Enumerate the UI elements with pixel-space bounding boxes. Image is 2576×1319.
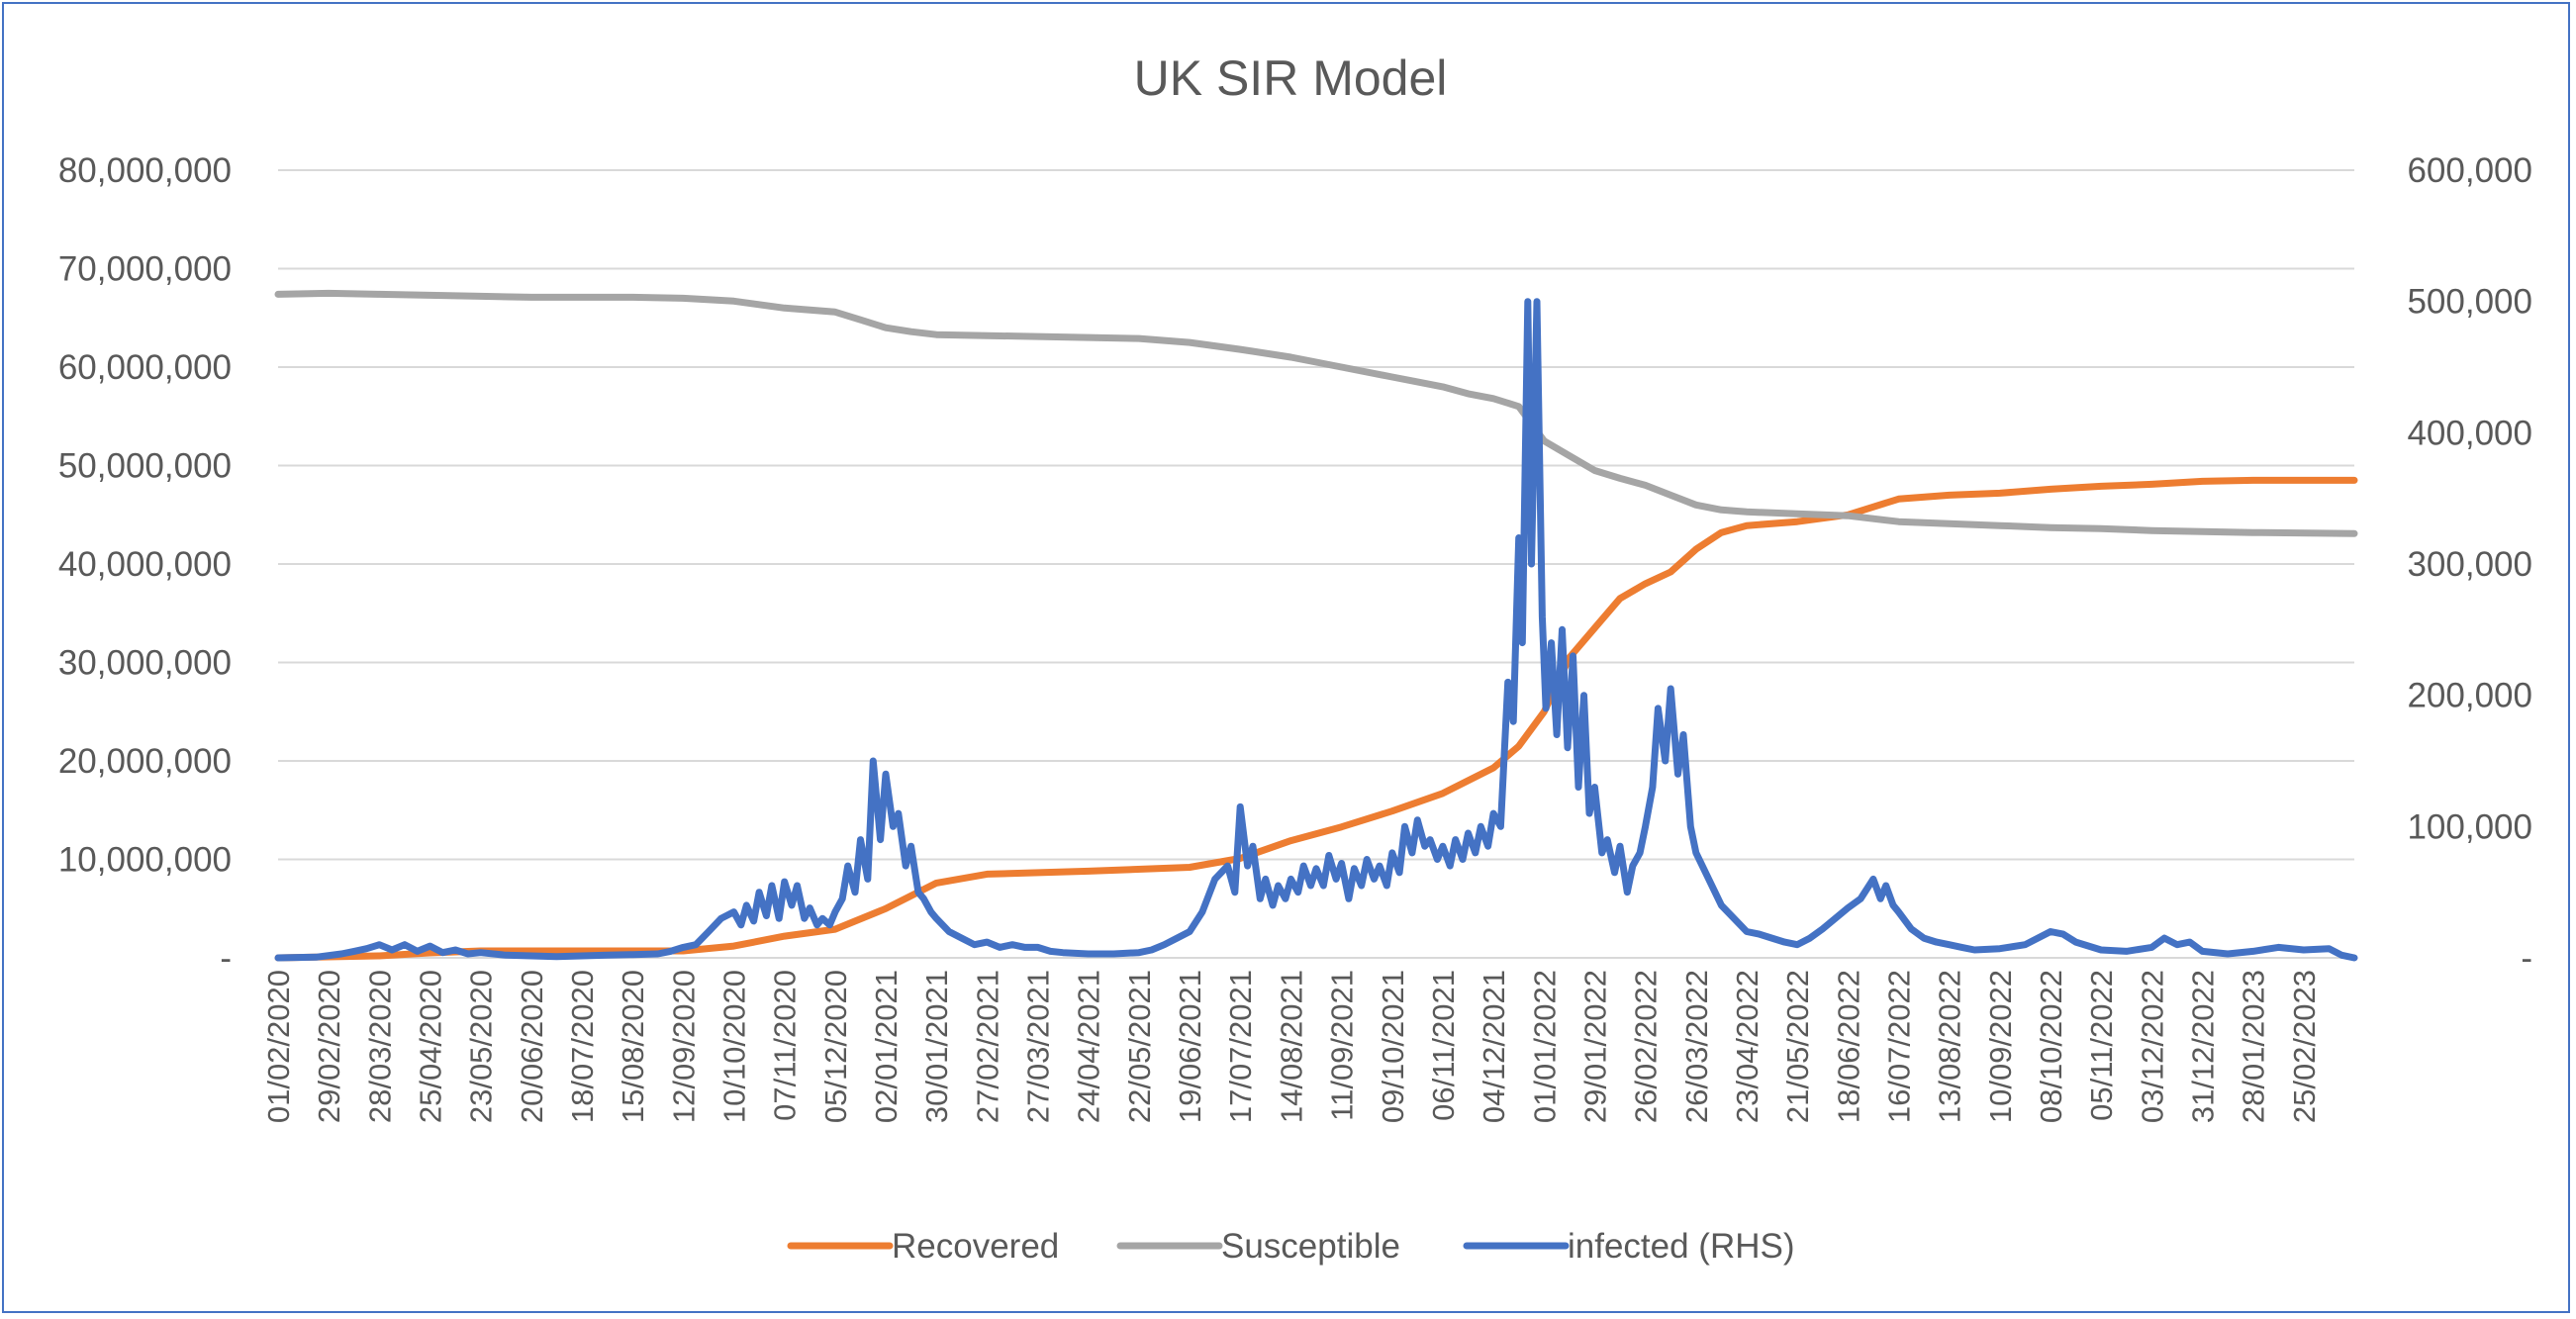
- x-tick-label: 17/07/2021: [1223, 970, 1258, 1123]
- left-y-tick-label: -: [220, 939, 232, 978]
- series-lines: [274, 289, 2358, 962]
- x-axis: 01/02/2020 29/02/2020 28/03/2020 25/04/2020…: [261, 957, 2354, 1123]
- right-y-tick-label: 200,000: [2407, 677, 2532, 715]
- x-tick-label: 09/10/2021: [1376, 970, 1410, 1123]
- legend-label: Susceptible: [1221, 1227, 1400, 1266]
- x-tick-label: 13/08/2022: [1933, 970, 1967, 1123]
- x-tick-label: 27/03/2021: [1021, 970, 1056, 1123]
- x-tick-label: 03/12/2022: [2135, 970, 2169, 1123]
- x-tick-label: 01/02/2020: [261, 970, 296, 1123]
- legend-label: Recovered: [892, 1227, 1059, 1266]
- legend: Recovered Susceptible infected (RHS): [787, 1227, 1795, 1266]
- x-tick-label: 23/04/2022: [1730, 970, 1765, 1123]
- x-tick-label: 05/12/2020: [818, 970, 853, 1123]
- x-tick-label: 25/02/2023: [2287, 970, 2322, 1123]
- series-line-susceptible: [274, 289, 2358, 537]
- left-y-axis: - 10,000,000 20,000,000 30,000,000 40,000,00…: [58, 151, 232, 978]
- x-tick-label: 15/08/2020: [616, 970, 650, 1123]
- chart: UK SIR Model - 10,000,000 20,000,000 30,000…: [58, 50, 2532, 1266]
- right-y-tick-label: 400,000: [2407, 414, 2532, 452]
- left-y-tick-label: 20,000,000: [58, 742, 232, 781]
- x-tick-label: 16/07/2022: [1881, 970, 1916, 1123]
- right-y-tick-label: 500,000: [2407, 283, 2532, 322]
- left-y-tick-label: 80,000,000: [58, 151, 232, 190]
- right-y-tick-label: 600,000: [2407, 151, 2532, 190]
- x-tick-label: 29/02/2020: [312, 970, 346, 1123]
- x-tick-label: 07/11/2020: [768, 970, 803, 1121]
- x-tick-label: 10/09/2022: [1983, 970, 2018, 1123]
- left-y-tick-label: 40,000,000: [58, 545, 232, 584]
- x-tick-label: 30/01/2021: [919, 970, 954, 1123]
- x-tick-label: 10/10/2020: [717, 970, 752, 1123]
- x-tick-label: 02/01/2021: [869, 970, 904, 1123]
- x-tick-label: 01/01/2022: [1527, 970, 1562, 1123]
- x-tick-label: 26/03/2022: [1679, 970, 1714, 1123]
- x-tick-label: 27/02/2021: [970, 970, 1004, 1123]
- x-tick-label: 06/11/2021: [1426, 970, 1461, 1121]
- x-tick-label: 29/01/2022: [1577, 970, 1612, 1123]
- right-y-tick-label: 100,000: [2407, 807, 2532, 846]
- right-y-tick-label: 300,000: [2407, 545, 2532, 584]
- x-tick-label: 20/06/2020: [515, 970, 549, 1123]
- x-tick-label: 04/12/2021: [1477, 970, 1511, 1123]
- x-tick-label: 24/04/2021: [1072, 970, 1106, 1123]
- left-y-tick-label: 10,000,000: [58, 841, 232, 880]
- left-y-tick-label: 50,000,000: [58, 447, 232, 486]
- left-y-tick-label: 70,000,000: [58, 250, 232, 289]
- x-tick-label: 08/10/2022: [2034, 970, 2068, 1123]
- x-tick-label: 22/05/2021: [1122, 970, 1157, 1123]
- chart-title: UK SIR Model: [1134, 50, 1448, 106]
- left-y-tick-label: 30,000,000: [58, 644, 232, 683]
- series-line-infected-rhs: [274, 298, 2358, 962]
- x-tick-label: 31/12/2022: [2185, 970, 2220, 1123]
- right-y-tick-label: -: [2521, 939, 2532, 978]
- legend-label: infected (RHS): [1568, 1227, 1795, 1266]
- gridlines: [278, 169, 2354, 959]
- x-tick-label: 19/06/2021: [1173, 970, 1207, 1123]
- left-y-tick-label: 60,000,000: [58, 348, 232, 387]
- right-y-axis: - 100,000 200,000 300,000 400,000 500,000 600,…: [2407, 151, 2532, 978]
- x-tick-label: 23/05/2020: [464, 970, 499, 1123]
- series-line-recovered: [274, 476, 2358, 962]
- x-tick-label: 28/03/2020: [362, 970, 397, 1123]
- x-tick-label: 18/07/2020: [565, 970, 600, 1123]
- x-tick-label: 14/08/2021: [1274, 970, 1308, 1123]
- x-tick-label: 21/05/2022: [1780, 970, 1815, 1123]
- x-tick-label: 05/11/2022: [2084, 970, 2119, 1121]
- x-tick-label: 25/04/2020: [414, 970, 448, 1123]
- x-tick-label: 28/01/2023: [2237, 970, 2271, 1123]
- x-tick-label: 18/06/2022: [1831, 970, 1865, 1123]
- x-tick-label: 11/09/2021: [1325, 970, 1360, 1121]
- x-tick-label: 26/02/2022: [1629, 970, 1664, 1123]
- x-tick-label: 12/09/2020: [666, 970, 701, 1123]
